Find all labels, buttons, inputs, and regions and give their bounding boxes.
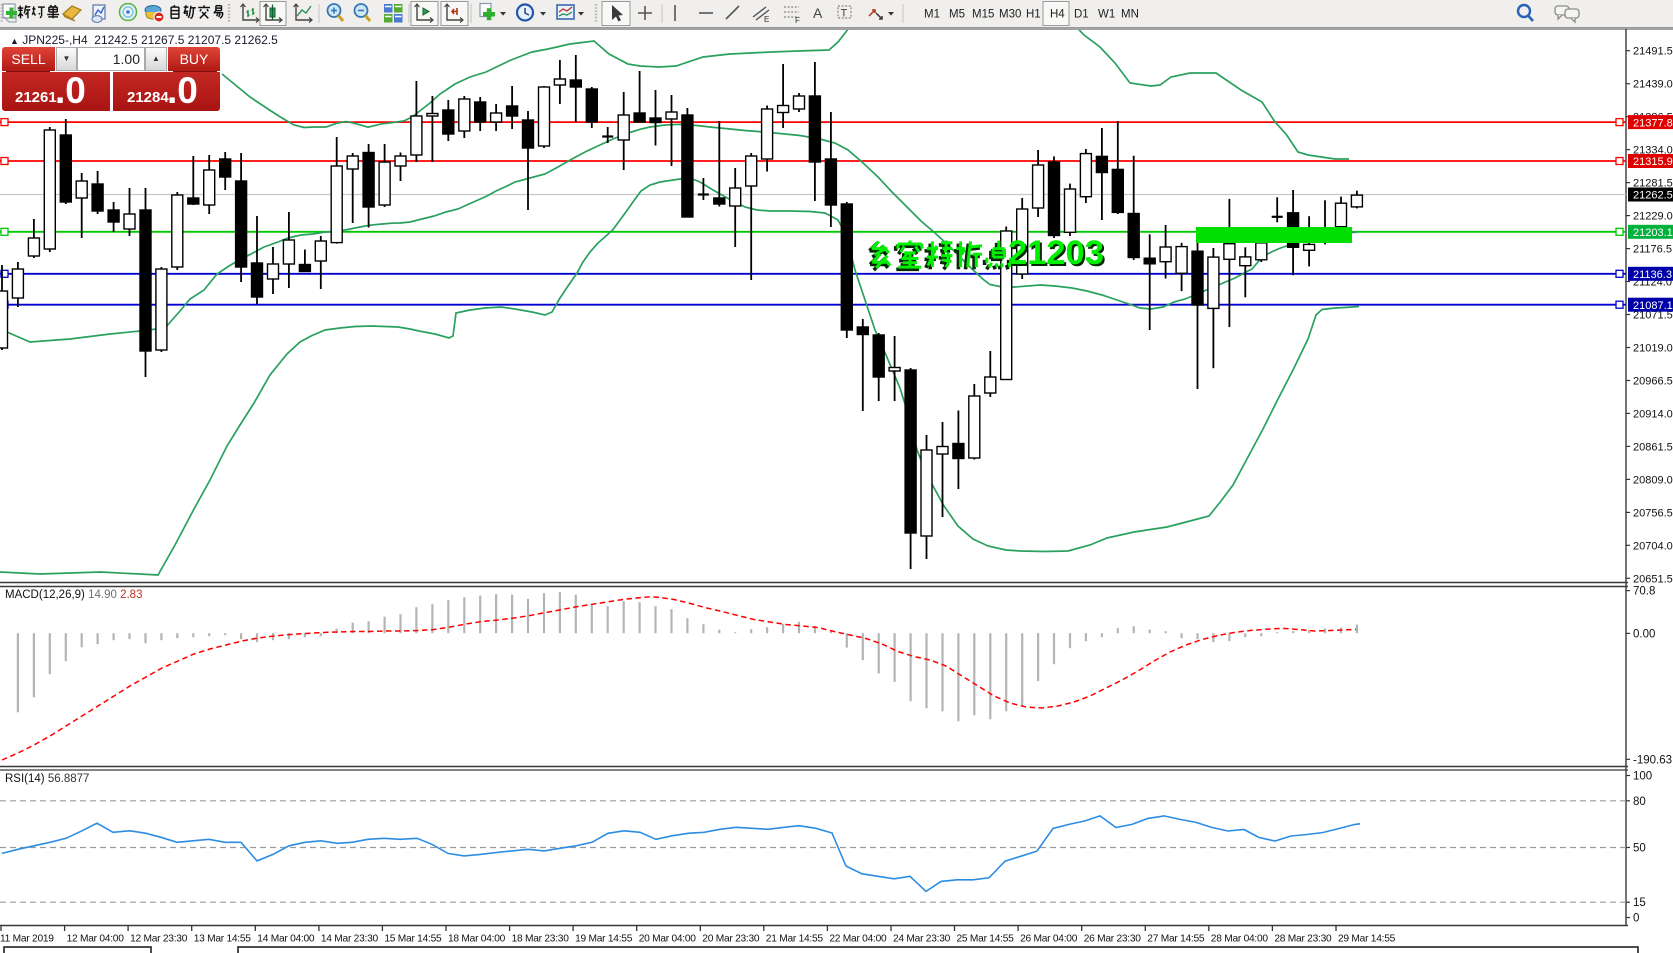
svg-text:14 Mar 23:30: 14 Mar 23:30 [321,934,379,945]
svg-text:M30: M30 [999,9,1021,21]
svg-text:70.8: 70.8 [1633,586,1655,598]
svg-text:50: 50 [1633,843,1646,855]
svg-text:15 Mar 14:55: 15 Mar 14:55 [384,934,442,945]
svg-text:18 Mar 04:00: 18 Mar 04:00 [448,934,506,945]
svg-text:M5: M5 [949,9,965,21]
svg-text:11 Mar 2019: 11 Mar 2019 [0,934,54,945]
svg-text:21 Mar 14:55: 21 Mar 14:55 [766,934,824,945]
svg-text:20704.0: 20704.0 [1633,540,1673,552]
svg-text:21203: 21203 [1008,234,1104,272]
svg-text:22 Mar 04:00: 22 Mar 04:00 [829,934,887,945]
svg-text:21262.5: 21262.5 [1633,190,1673,202]
svg-text:-190.63: -190.63 [1633,754,1672,766]
svg-text:28 Mar 04:00: 28 Mar 04:00 [1211,934,1269,945]
svg-text:21136.3: 21136.3 [1633,269,1672,281]
svg-text:H1: H1 [1026,9,1041,21]
svg-text:13 Mar 14:55: 13 Mar 14:55 [194,934,252,945]
svg-text:20756.5: 20756.5 [1633,507,1673,519]
svg-text:21176.5: 21176.5 [1633,244,1672,256]
svg-text:D1: D1 [1074,9,1089,21]
svg-text:100: 100 [1633,771,1652,783]
svg-text:14 Mar 04:00: 14 Mar 04:00 [257,934,315,945]
svg-text:H4: H4 [1050,9,1065,21]
svg-text:19 Mar 14:55: 19 Mar 14:55 [575,934,633,945]
svg-text:21315.9: 21315.9 [1633,156,1673,168]
svg-text:20966.5: 20966.5 [1633,376,1673,388]
svg-text:A: A [813,5,823,21]
svg-text:21203.1: 21203.1 [1633,227,1673,239]
svg-text:21439.0: 21439.0 [1633,79,1673,91]
svg-text:28 Mar 23:30: 28 Mar 23:30 [1274,934,1332,945]
svg-text:12 Mar 23:30: 12 Mar 23:30 [130,934,188,945]
svg-text:80: 80 [1633,796,1646,808]
svg-text:29 Mar 14:55: 29 Mar 14:55 [1338,934,1396,945]
svg-text:21377.8: 21377.8 [1633,117,1673,129]
svg-text:26 Mar 04:00: 26 Mar 04:00 [1020,934,1078,945]
svg-text:21071.5: 21071.5 [1633,310,1673,322]
svg-text:20 Mar 04:00: 20 Mar 04:00 [639,934,697,945]
svg-text:20651.5: 20651.5 [1633,573,1673,585]
svg-text:15: 15 [1633,897,1646,909]
svg-text:20914.0: 20914.0 [1633,408,1673,420]
svg-text:MN: MN [1121,9,1139,21]
svg-text:21491.5: 21491.5 [1633,46,1673,58]
svg-text:21087.1: 21087.1 [1633,300,1673,312]
svg-text:F: F [795,16,800,25]
svg-text:25 Mar 14:55: 25 Mar 14:55 [957,934,1015,945]
svg-text:20 Mar 23:30: 20 Mar 23:30 [702,934,760,945]
svg-text:21281.5: 21281.5 [1633,178,1673,190]
svg-text:21334.0: 21334.0 [1633,145,1673,157]
svg-text:RSI(14) 56.8877: RSI(14) 56.8877 [5,773,89,785]
svg-text:M15: M15 [972,9,994,21]
svg-text:20809.0: 20809.0 [1633,474,1673,486]
svg-text:21019.0: 21019.0 [1633,343,1673,355]
svg-text:E: E [764,15,769,24]
svg-text:27 Mar 14:55: 27 Mar 14:55 [1147,934,1205,945]
svg-text:0: 0 [1633,913,1639,925]
svg-text:21229.0: 21229.0 [1633,211,1673,223]
svg-text:12 Mar 04:00: 12 Mar 04:00 [67,934,125,945]
svg-text:0.00: 0.00 [1633,628,1655,640]
svg-text:26 Mar 23:30: 26 Mar 23:30 [1084,934,1142,945]
svg-text:W1: W1 [1098,9,1115,21]
svg-text:MACD(12,26,9) 14.90 2.83: MACD(12,26,9) 14.90 2.83 [5,589,142,601]
svg-text:21203: 21203 [1010,236,1106,274]
svg-text:18 Mar 23:30: 18 Mar 23:30 [512,934,570,945]
svg-text:M1: M1 [924,9,940,21]
svg-text:20861.5: 20861.5 [1633,441,1673,453]
svg-text:24 Mar 23:30: 24 Mar 23:30 [893,934,951,945]
svg-text:T: T [841,8,848,20]
